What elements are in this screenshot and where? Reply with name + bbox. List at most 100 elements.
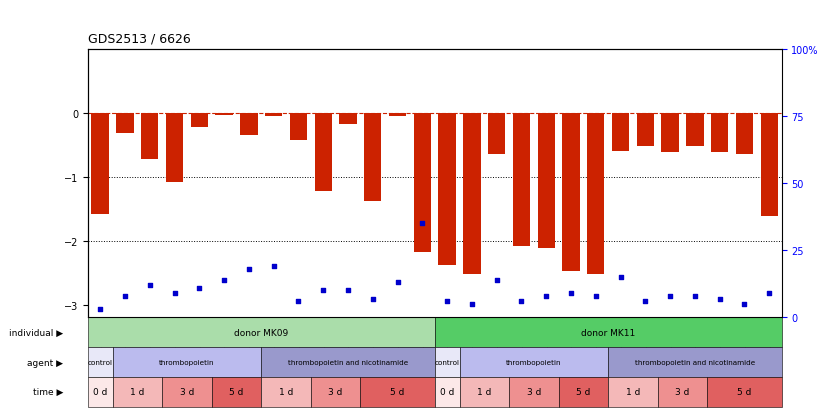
Text: 0 d: 0 d [440,387,454,396]
Bar [240,114,257,136]
Text: 1 d: 1 d [626,387,640,396]
Text: thrombopoietin and nicotinamide: thrombopoietin and nicotinamide [288,359,408,365]
Text: individual ▶: individual ▶ [9,328,63,337]
Bar [587,114,604,274]
Point [366,296,380,302]
Bar [609,347,782,377]
Text: thrombopoietin: thrombopoietin [506,359,562,365]
Point [614,274,627,281]
Bar [435,318,782,347]
Bar [707,377,782,407]
Point [217,277,231,283]
Bar [88,347,113,377]
Point [168,290,181,297]
Bar [191,114,208,128]
Bar [216,114,232,116]
Point [639,298,652,305]
Bar [438,114,456,265]
Bar [761,114,778,217]
Bar [463,114,481,274]
Point [713,296,726,302]
Point [539,293,553,299]
Point [589,293,603,299]
Bar [488,114,505,155]
Bar [113,347,261,377]
Point [242,266,256,273]
Text: 1 d: 1 d [130,387,145,396]
Text: 0 d: 0 d [93,387,107,396]
Point [465,301,478,308]
Bar [736,114,753,155]
Text: 3 d: 3 d [527,387,541,396]
Bar [364,114,381,202]
Text: thrombopoietin and nicotinamide: thrombopoietin and nicotinamide [635,359,755,365]
Point [515,298,528,305]
Bar [212,377,261,407]
Bar [360,377,435,407]
Bar [609,377,658,407]
Text: 1 d: 1 d [279,387,293,396]
Bar [686,114,704,147]
Text: 5 d: 5 d [737,387,752,396]
Bar [460,347,609,377]
Point [664,293,677,299]
Point [341,287,354,294]
Bar [141,114,158,159]
Text: GDS2513 / 6626: GDS2513 / 6626 [88,33,191,45]
Text: control: control [88,359,113,365]
Bar [563,114,579,272]
Bar [414,114,431,252]
Bar [558,377,609,407]
Bar [116,114,134,134]
Bar [612,114,630,152]
Text: 5 d: 5 d [229,387,243,396]
Point [762,290,776,297]
Bar [637,114,654,147]
Text: thrombopoietin: thrombopoietin [159,359,215,365]
Bar [88,318,435,347]
Text: 3 d: 3 d [180,387,194,396]
Bar [512,114,530,246]
Point [415,221,429,227]
Point [192,285,206,292]
Text: donor MK11: donor MK11 [581,328,635,337]
Text: 5 d: 5 d [390,387,405,396]
Bar [261,347,435,377]
Point [143,282,156,289]
Bar [711,114,728,153]
Bar [290,114,307,140]
Bar [509,377,558,407]
Bar [538,114,555,249]
Text: control: control [435,359,460,365]
Bar [91,114,109,214]
Bar [166,114,183,182]
Point [441,298,454,305]
Point [118,293,131,299]
Point [391,280,405,286]
Point [317,287,330,294]
Bar [661,114,679,153]
Point [292,298,305,305]
Point [688,293,701,299]
Text: time ▶: time ▶ [33,387,63,396]
Bar [435,347,460,377]
Point [564,290,578,297]
Bar [88,377,113,407]
Point [738,301,752,308]
Bar [261,377,311,407]
Bar [435,377,460,407]
Bar [265,114,283,117]
Point [267,263,280,270]
Text: 1 d: 1 d [477,387,492,396]
Bar [339,114,357,125]
Bar [658,377,707,407]
Bar [162,377,212,407]
Text: 5 d: 5 d [576,387,590,396]
Bar [389,114,406,117]
Text: agent ▶: agent ▶ [27,358,63,367]
Point [490,277,503,283]
Bar [113,377,162,407]
Point [94,306,107,313]
Text: donor MK09: donor MK09 [234,328,288,337]
Bar [460,377,509,407]
